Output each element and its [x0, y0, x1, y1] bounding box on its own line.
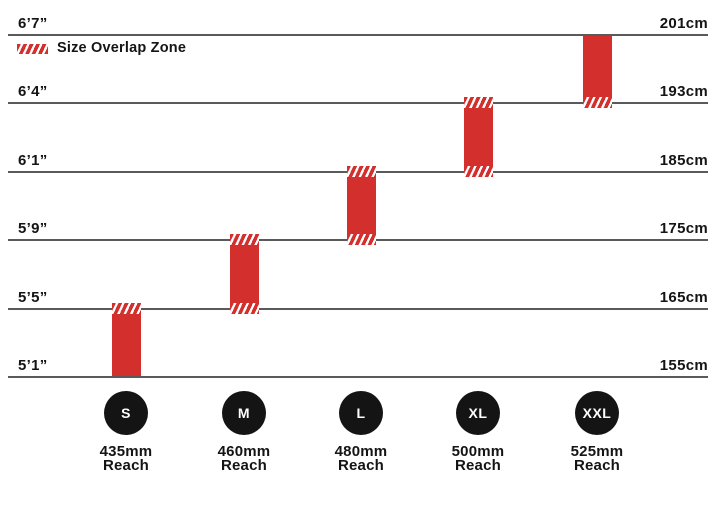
overlap-zone-hatch [230, 234, 259, 245]
size-badge-xxl: XXL [575, 391, 619, 435]
gridline-201cm [8, 34, 708, 36]
metric-tick: 155cm [659, 357, 708, 374]
size-badge-s: S [104, 391, 148, 435]
size-range-bar-xxl [583, 36, 612, 108]
legend: Size Overlap Zone [17, 40, 186, 56]
imperial-tick: 6’7” [18, 15, 48, 32]
overlap-pattern-swatch-icon [17, 44, 48, 54]
legend-label: Size Overlap Zone [57, 40, 187, 56]
reach-value: 480mm [334, 443, 388, 460]
reach-value: 525mm [570, 443, 624, 460]
metric-tick: 201cm [659, 15, 708, 32]
reach-label-xl: 500mm Reach [428, 443, 528, 474]
overlap-zone-hatch [464, 166, 493, 177]
reach-word: Reach [102, 457, 150, 474]
overlap-zone-hatch [112, 303, 141, 314]
imperial-tick: 5’5” [18, 289, 48, 306]
metric-tick: 185cm [659, 152, 708, 169]
reach-label-l: 480mm Reach [311, 443, 411, 474]
reach-value: 435mm [99, 443, 153, 460]
imperial-tick: 6’1” [18, 152, 48, 169]
imperial-tick: 5’1” [18, 357, 48, 374]
overlap-zone-hatch [464, 97, 493, 108]
reach-word: Reach [220, 457, 268, 474]
size-badge-label: S [121, 405, 131, 421]
gridline-165cm [8, 308, 708, 310]
size-badge-xl: XL [456, 391, 500, 435]
gridline-155cm [8, 376, 708, 378]
overlap-zone-hatch [583, 97, 612, 108]
reach-label-s: 435mm Reach [76, 443, 176, 474]
size-badge-l: L [339, 391, 383, 435]
size-badge-label: L [356, 405, 366, 421]
size-range-bar-l [347, 166, 376, 245]
overlap-zone-hatch [230, 303, 259, 314]
size-badge-label: XXL [582, 405, 612, 421]
metric-tick: 165cm [659, 289, 708, 306]
reach-word: Reach [573, 457, 621, 474]
imperial-tick: 5’9” [18, 220, 48, 237]
reach-label-xxl: 525mm Reach [547, 443, 647, 474]
metric-tick: 193cm [659, 83, 708, 100]
overlap-zone-hatch [347, 234, 376, 245]
size-badge-m: M [222, 391, 266, 435]
metric-tick: 175cm [659, 220, 708, 237]
size-badge-label: XL [468, 405, 488, 421]
size-range-bar-xl [464, 97, 493, 177]
imperial-tick: 6’4” [18, 83, 48, 100]
overlap-zone-hatch [347, 166, 376, 177]
size-range-bar-m [230, 234, 259, 314]
size-badge-label: M [237, 405, 251, 421]
reach-value: 460mm [217, 443, 271, 460]
gridline-193cm [8, 102, 708, 104]
reach-label-m: 460mm Reach [194, 443, 294, 474]
reach-value: 500mm [451, 443, 505, 460]
reach-word: Reach [454, 457, 502, 474]
size-range-bar-s [112, 303, 141, 376]
reach-word: Reach [337, 457, 385, 474]
